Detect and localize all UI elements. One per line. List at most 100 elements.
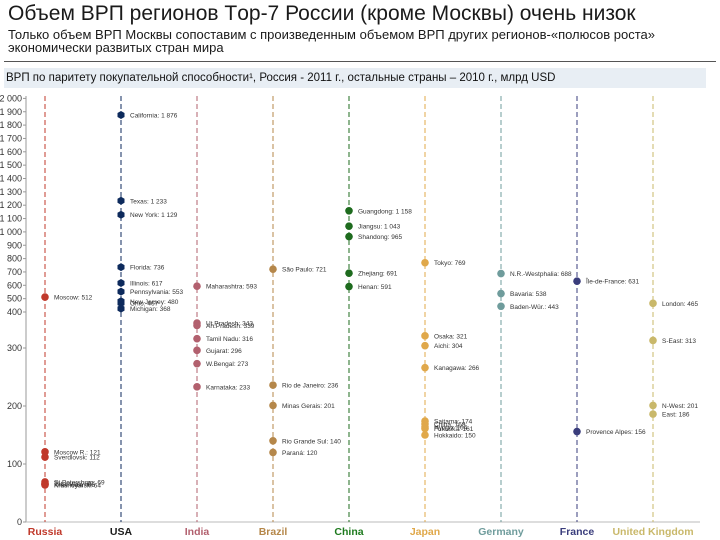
data-point bbox=[573, 277, 581, 285]
data-point bbox=[345, 282, 353, 291]
data-point bbox=[421, 431, 429, 439]
data-label: Ohio: 467 bbox=[130, 301, 159, 308]
category-label: China bbox=[334, 526, 363, 538]
data-label: N.R.-Westphalia: 688 bbox=[510, 271, 572, 278]
data-label: Tamil Nadu: 316 bbox=[206, 336, 253, 343]
page-title: Объем ВРП регионов Тop-7 России (кроме М… bbox=[8, 2, 636, 25]
data-point bbox=[117, 299, 125, 308]
data-point bbox=[345, 269, 353, 277]
data-label: New York: 1 129 bbox=[130, 212, 178, 219]
data-label: Texas: 1 233 bbox=[130, 198, 167, 205]
data-label: Saitama: 174 bbox=[434, 419, 473, 426]
data-point bbox=[117, 304, 125, 313]
data-point bbox=[269, 381, 277, 389]
y-tick-label: 1 200 bbox=[0, 200, 22, 210]
data-label: Paraná: 120 bbox=[282, 450, 318, 457]
data-label: Karnataka: 233 bbox=[206, 384, 250, 391]
data-label: Illinois: 617 bbox=[130, 281, 163, 288]
data-label: Tokyo: 769 bbox=[434, 260, 466, 267]
data-label: Sverdlovsk: 112 bbox=[54, 455, 100, 462]
data-label: Aichi: 304 bbox=[434, 343, 463, 350]
data-point bbox=[345, 207, 353, 215]
y-tick-label: 900 bbox=[7, 240, 22, 250]
data-label: Provence Alpes: 156 bbox=[586, 429, 646, 436]
data-label: Kanagawa: 266 bbox=[434, 365, 480, 372]
data-label: Florida: 736 bbox=[130, 265, 165, 272]
data-point bbox=[193, 334, 201, 343]
data-point bbox=[269, 265, 277, 273]
data-label: East: 186 bbox=[662, 412, 690, 419]
data-label: Pennsylvania: 553 bbox=[130, 289, 184, 296]
data-label: Jiangsu: 1 043 bbox=[358, 224, 401, 231]
data-point bbox=[193, 383, 201, 391]
data-point bbox=[193, 282, 201, 291]
category-label: France bbox=[560, 526, 595, 538]
data-point bbox=[41, 448, 49, 456]
data-label: Rio Grande Sul: 140 bbox=[282, 438, 341, 445]
data-label: Rio de Janeiro: 236 bbox=[282, 383, 339, 390]
y-tick-label: 600 bbox=[7, 280, 22, 290]
data-label: W.Bengal: 273 bbox=[206, 361, 249, 368]
category-label: USA bbox=[110, 526, 133, 538]
data-label: Fukuoka: 161 bbox=[434, 426, 474, 433]
data-point bbox=[41, 481, 49, 489]
category-label: India bbox=[185, 526, 210, 538]
data-label: Guangdong: 1 158 bbox=[358, 208, 412, 215]
y-tick-label: 1 400 bbox=[0, 174, 22, 184]
data-point bbox=[193, 321, 201, 330]
y-tick-label: 1 000 bbox=[0, 227, 22, 237]
category-label: Brazil bbox=[259, 526, 288, 538]
data-point bbox=[421, 258, 429, 267]
y-tick-label: 0 bbox=[17, 517, 22, 527]
data-label: Shandong: 965 bbox=[358, 234, 402, 241]
data-label: Île-de-France: 631 bbox=[585, 277, 639, 286]
chart-caption: ВРП по паритету покупательной способност… bbox=[4, 68, 706, 88]
data-point bbox=[649, 336, 657, 345]
data-label: Baden-Wür.: 443 bbox=[510, 304, 559, 311]
data-point bbox=[497, 269, 505, 278]
data-label: Osaka: 321 bbox=[434, 333, 468, 340]
data-point bbox=[117, 263, 125, 272]
data-point bbox=[649, 299, 657, 308]
data-point bbox=[345, 232, 353, 241]
data-point bbox=[649, 401, 657, 410]
data-point bbox=[193, 346, 201, 355]
category-label: Russia bbox=[28, 526, 63, 538]
data-label: Henan: 591 bbox=[358, 284, 392, 291]
y-tick-label: 200 bbox=[7, 401, 22, 411]
data-point bbox=[421, 363, 429, 372]
data-label: N-West: 201 bbox=[662, 403, 698, 410]
y-tick-label: 400 bbox=[7, 307, 22, 317]
data-label: California: 1 876 bbox=[130, 112, 178, 119]
data-label: Michigan: 368 bbox=[130, 306, 171, 313]
y-tick-label: 2 000 bbox=[0, 93, 22, 103]
data-label: An.Pradesh: 339 bbox=[206, 323, 255, 330]
divider bbox=[4, 61, 716, 62]
y-tick-label: 300 bbox=[7, 343, 22, 353]
data-point bbox=[193, 359, 201, 368]
data-point bbox=[117, 210, 125, 219]
y-tick-label: 500 bbox=[7, 294, 22, 304]
y-tick-label: 800 bbox=[7, 254, 22, 264]
y-tick-label: 1 800 bbox=[0, 120, 22, 130]
data-label: Zhejiang: 691 bbox=[358, 271, 398, 278]
y-tick-label: 1 300 bbox=[0, 187, 22, 197]
data-point bbox=[421, 424, 429, 433]
y-tick-label: 1 900 bbox=[0, 107, 22, 117]
data-label: Moscow R.: 121 bbox=[54, 449, 101, 456]
data-point bbox=[345, 222, 353, 230]
data-point bbox=[269, 448, 277, 457]
data-label: Minas Gerais: 201 bbox=[282, 403, 335, 410]
category-label: United Kingdom bbox=[612, 526, 693, 538]
data-label: S-East: 313 bbox=[662, 338, 696, 345]
y-tick-label: 1 700 bbox=[0, 133, 22, 143]
data-point bbox=[117, 279, 125, 287]
page-subtitle: Только объем ВРП Москвы сопоставим с про… bbox=[8, 27, 656, 55]
data-label: Maharashtra: 593 bbox=[206, 284, 257, 291]
data-label: São Paulo: 721 bbox=[282, 267, 327, 274]
data-point bbox=[269, 437, 277, 445]
data-point bbox=[117, 287, 125, 296]
y-tick-label: 1 600 bbox=[0, 147, 22, 157]
data-point bbox=[41, 453, 49, 461]
